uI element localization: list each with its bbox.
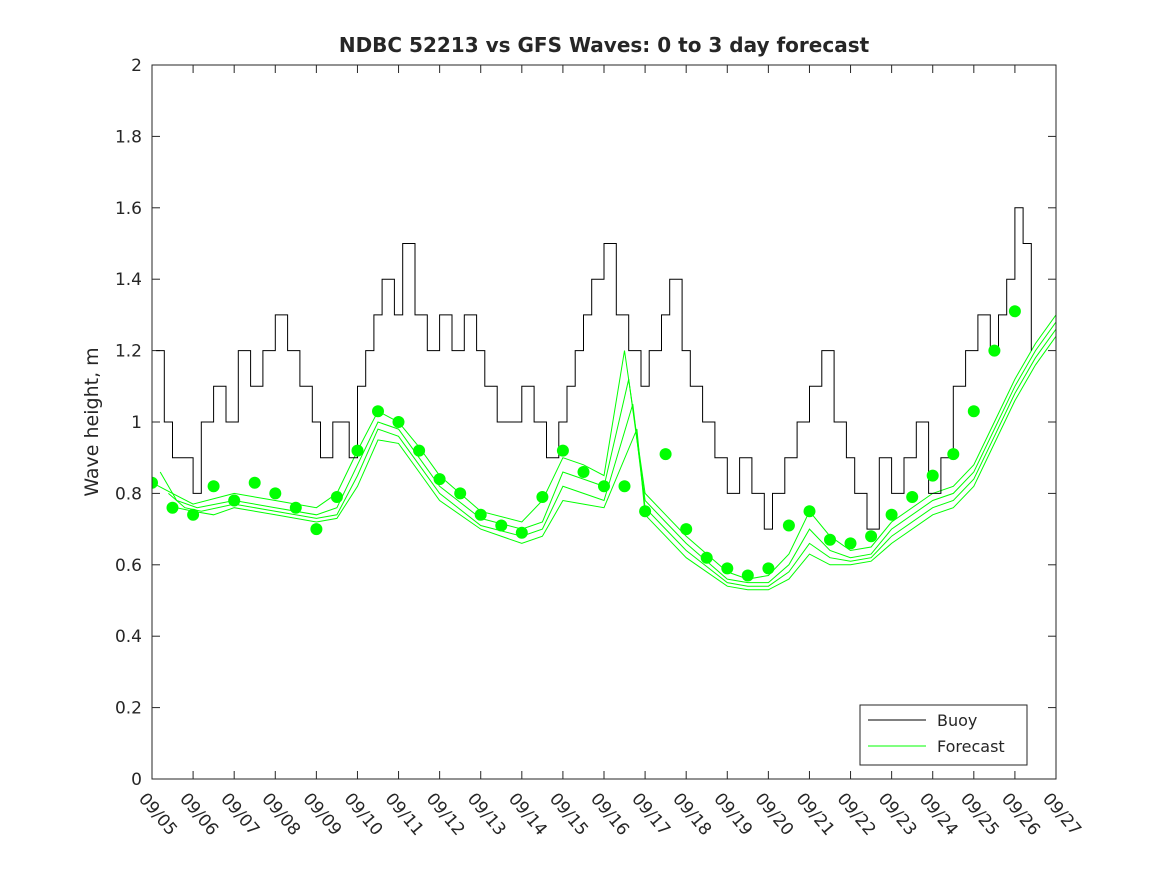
y-tick-label: 0.6 — [115, 556, 142, 576]
forecast-point — [474, 508, 487, 521]
legend-buoy-label: Buoy — [937, 711, 977, 730]
y-tick-label: 1 — [131, 413, 142, 433]
forecast-point — [495, 519, 508, 532]
legend-box — [859, 704, 1028, 766]
forecast-point — [803, 505, 816, 518]
y-tick-label: 0 — [131, 770, 142, 790]
forecast-point — [947, 448, 960, 461]
forecast-point — [351, 444, 364, 457]
forecast-point — [166, 501, 179, 514]
plot-border — [151, 64, 1057, 780]
forecast-point — [824, 533, 836, 546]
forecast-point — [659, 448, 672, 461]
legend-forecast-label: Forecast — [937, 737, 1005, 756]
forecast-point — [413, 444, 426, 457]
tick-marks — [151, 64, 1057, 780]
forecast-point — [762, 562, 775, 575]
y-tick-label: 0.4 — [115, 627, 142, 647]
forecast-point — [310, 523, 323, 536]
forecast-point — [639, 505, 652, 518]
forecast-point — [556, 444, 569, 457]
y-axis-label: Wave height, m — [81, 347, 103, 496]
y-tick-label: 0.8 — [115, 484, 142, 504]
forecast-point — [187, 508, 200, 521]
y-tick-label: 1.8 — [115, 127, 142, 147]
forecast-point — [741, 569, 754, 582]
forecast-point — [700, 551, 713, 564]
forecast-point — [330, 491, 343, 503]
y-tick-label: 1.2 — [115, 342, 142, 362]
forecast-point — [885, 508, 898, 521]
forecast-point — [782, 519, 795, 532]
forecast-point — [967, 405, 980, 418]
legend: Buoy Forecast — [859, 704, 1028, 766]
forecast-point — [248, 476, 261, 489]
forecast-point — [926, 469, 939, 482]
forecast-point — [988, 344, 1001, 357]
forecast-point — [515, 526, 528, 539]
forecast-point — [228, 494, 241, 507]
forecast-point — [906, 491, 919, 503]
y-tick-label: 0.2 — [115, 699, 142, 719]
chart-title: NDBC 52213 vs GFS Waves: 0 to 3 day fore… — [339, 33, 870, 57]
forecast-point — [372, 405, 384, 418]
forecast-point — [618, 480, 631, 493]
y-tick-label: 1.6 — [115, 199, 142, 219]
buoy-line — [156, 207, 1032, 530]
forecast-point — [433, 473, 446, 486]
plot-area — [152, 207, 1056, 591]
forecast-point — [207, 480, 220, 493]
forecast-point — [392, 416, 405, 428]
forecast-point — [454, 487, 467, 500]
forecast-point — [865, 530, 878, 543]
forecast-point — [536, 491, 549, 503]
forecast-point — [152, 476, 158, 489]
forecast-point — [577, 466, 590, 478]
forecast-point — [1008, 305, 1021, 318]
forecast-point — [598, 480, 610, 493]
forecast-run-line-3 — [168, 328, 1056, 587]
forecast-point — [269, 487, 282, 500]
forecast-point — [289, 501, 302, 514]
forecast-run-line-4 — [176, 336, 1056, 591]
forecast-point — [680, 523, 693, 536]
y-tick-label: 2 — [131, 56, 142, 76]
forecast-point — [844, 537, 857, 550]
y-axis-ticks: 0 0.2 0.4 0.6 0.8 1 1.2 1.4 1.6 1.8 2 — [115, 56, 142, 790]
forecast-point — [721, 562, 734, 575]
y-tick-label: 1.4 — [115, 270, 142, 290]
